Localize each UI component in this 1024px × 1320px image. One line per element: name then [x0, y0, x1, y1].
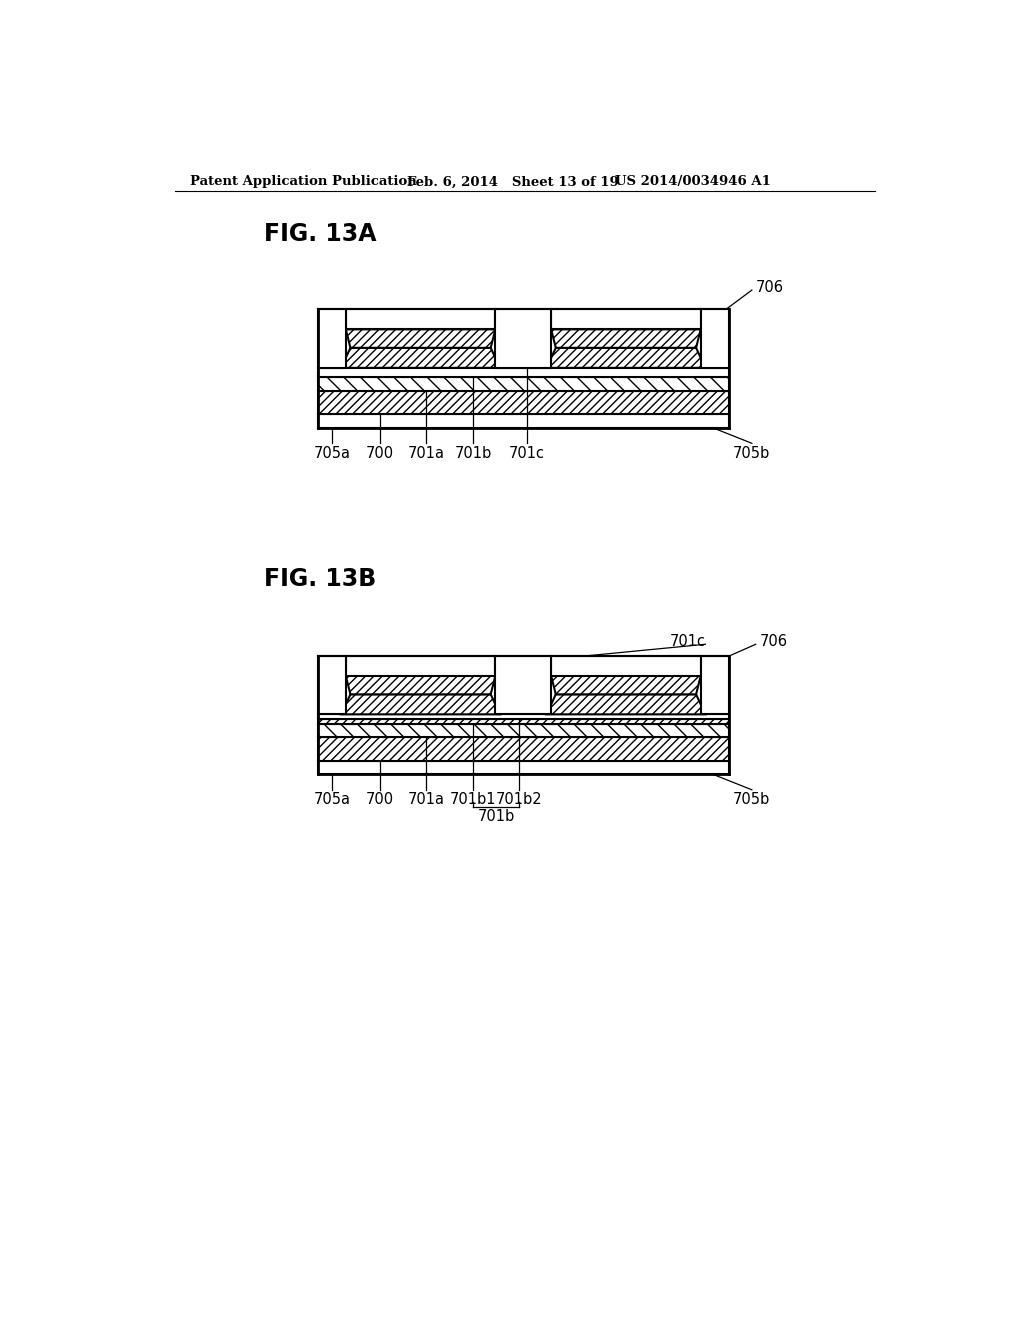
Text: US 2014/0034946 A1: US 2014/0034946 A1 — [614, 176, 771, 189]
Polygon shape — [317, 719, 729, 723]
Polygon shape — [317, 738, 729, 760]
Polygon shape — [317, 656, 346, 714]
Text: 706: 706 — [756, 280, 783, 296]
Polygon shape — [346, 330, 496, 348]
Text: 701a: 701a — [408, 446, 444, 461]
Polygon shape — [551, 656, 700, 676]
Polygon shape — [700, 309, 729, 368]
Text: 701a: 701a — [408, 792, 444, 807]
Polygon shape — [346, 676, 496, 694]
Polygon shape — [551, 309, 700, 330]
Text: FIG. 13A: FIG. 13A — [263, 222, 376, 246]
Text: 701b1: 701b1 — [450, 792, 496, 807]
Polygon shape — [341, 348, 500, 368]
Polygon shape — [317, 368, 729, 378]
Text: 706: 706 — [760, 635, 787, 649]
Text: 705a: 705a — [313, 446, 350, 461]
Polygon shape — [317, 714, 729, 719]
Polygon shape — [317, 723, 729, 738]
Text: 705b: 705b — [733, 792, 770, 807]
Text: 701b: 701b — [477, 809, 515, 824]
Text: 701b2: 701b2 — [496, 792, 543, 807]
Text: Feb. 6, 2014   Sheet 13 of 19: Feb. 6, 2014 Sheet 13 of 19 — [407, 176, 618, 189]
Text: FIG. 13B: FIG. 13B — [263, 566, 376, 590]
Polygon shape — [547, 348, 706, 368]
Text: 705b: 705b — [733, 446, 770, 461]
Polygon shape — [496, 309, 551, 368]
Polygon shape — [341, 694, 500, 714]
Polygon shape — [317, 391, 729, 414]
Polygon shape — [317, 309, 346, 368]
Polygon shape — [317, 760, 729, 775]
Polygon shape — [317, 378, 729, 391]
Text: 701b: 701b — [455, 446, 492, 461]
Text: 701c: 701c — [509, 446, 545, 461]
Polygon shape — [551, 676, 700, 694]
Polygon shape — [346, 309, 496, 330]
Polygon shape — [496, 656, 551, 714]
Text: 701c: 701c — [670, 635, 706, 649]
Polygon shape — [547, 694, 706, 714]
Text: 705a: 705a — [313, 792, 350, 807]
Polygon shape — [700, 656, 729, 714]
Polygon shape — [551, 330, 700, 348]
Text: Patent Application Publication: Patent Application Publication — [190, 176, 417, 189]
Polygon shape — [317, 414, 729, 428]
Text: 700: 700 — [366, 446, 394, 461]
Polygon shape — [346, 656, 496, 676]
Text: 700: 700 — [366, 792, 394, 807]
